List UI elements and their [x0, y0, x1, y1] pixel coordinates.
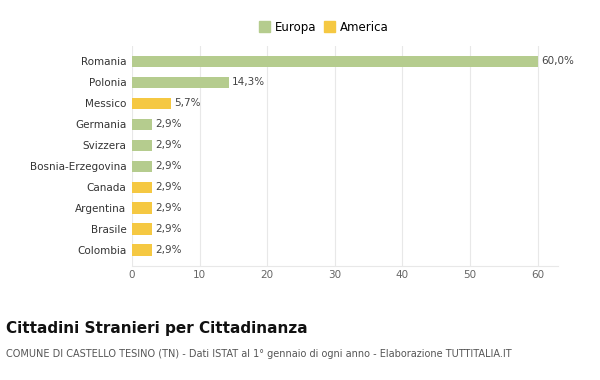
Bar	[132, 77, 229, 88]
Text: 2,9%: 2,9%	[155, 161, 181, 171]
Text: 14,3%: 14,3%	[232, 78, 265, 87]
Bar	[132, 119, 152, 130]
Bar	[132, 160, 152, 172]
Legend: Europa, America: Europa, America	[256, 19, 391, 36]
Bar	[132, 139, 152, 151]
Text: 60,0%: 60,0%	[541, 56, 574, 66]
Text: 2,9%: 2,9%	[155, 140, 181, 150]
Text: Cittadini Stranieri per Cittadinanza: Cittadini Stranieri per Cittadinanza	[6, 321, 308, 336]
Text: 2,9%: 2,9%	[155, 245, 181, 255]
Bar	[132, 182, 152, 193]
Text: 2,9%: 2,9%	[155, 203, 181, 213]
Text: 2,9%: 2,9%	[155, 182, 181, 192]
Text: COMUNE DI CASTELLO TESINO (TN) - Dati ISTAT al 1° gennaio di ogni anno - Elabora: COMUNE DI CASTELLO TESINO (TN) - Dati IS…	[6, 349, 512, 359]
Text: 2,9%: 2,9%	[155, 224, 181, 234]
Text: 5,7%: 5,7%	[174, 98, 200, 108]
Text: 2,9%: 2,9%	[155, 119, 181, 129]
Bar	[132, 244, 152, 256]
Bar	[132, 203, 152, 214]
Bar	[132, 98, 170, 109]
Bar	[132, 223, 152, 235]
Bar	[132, 55, 538, 67]
